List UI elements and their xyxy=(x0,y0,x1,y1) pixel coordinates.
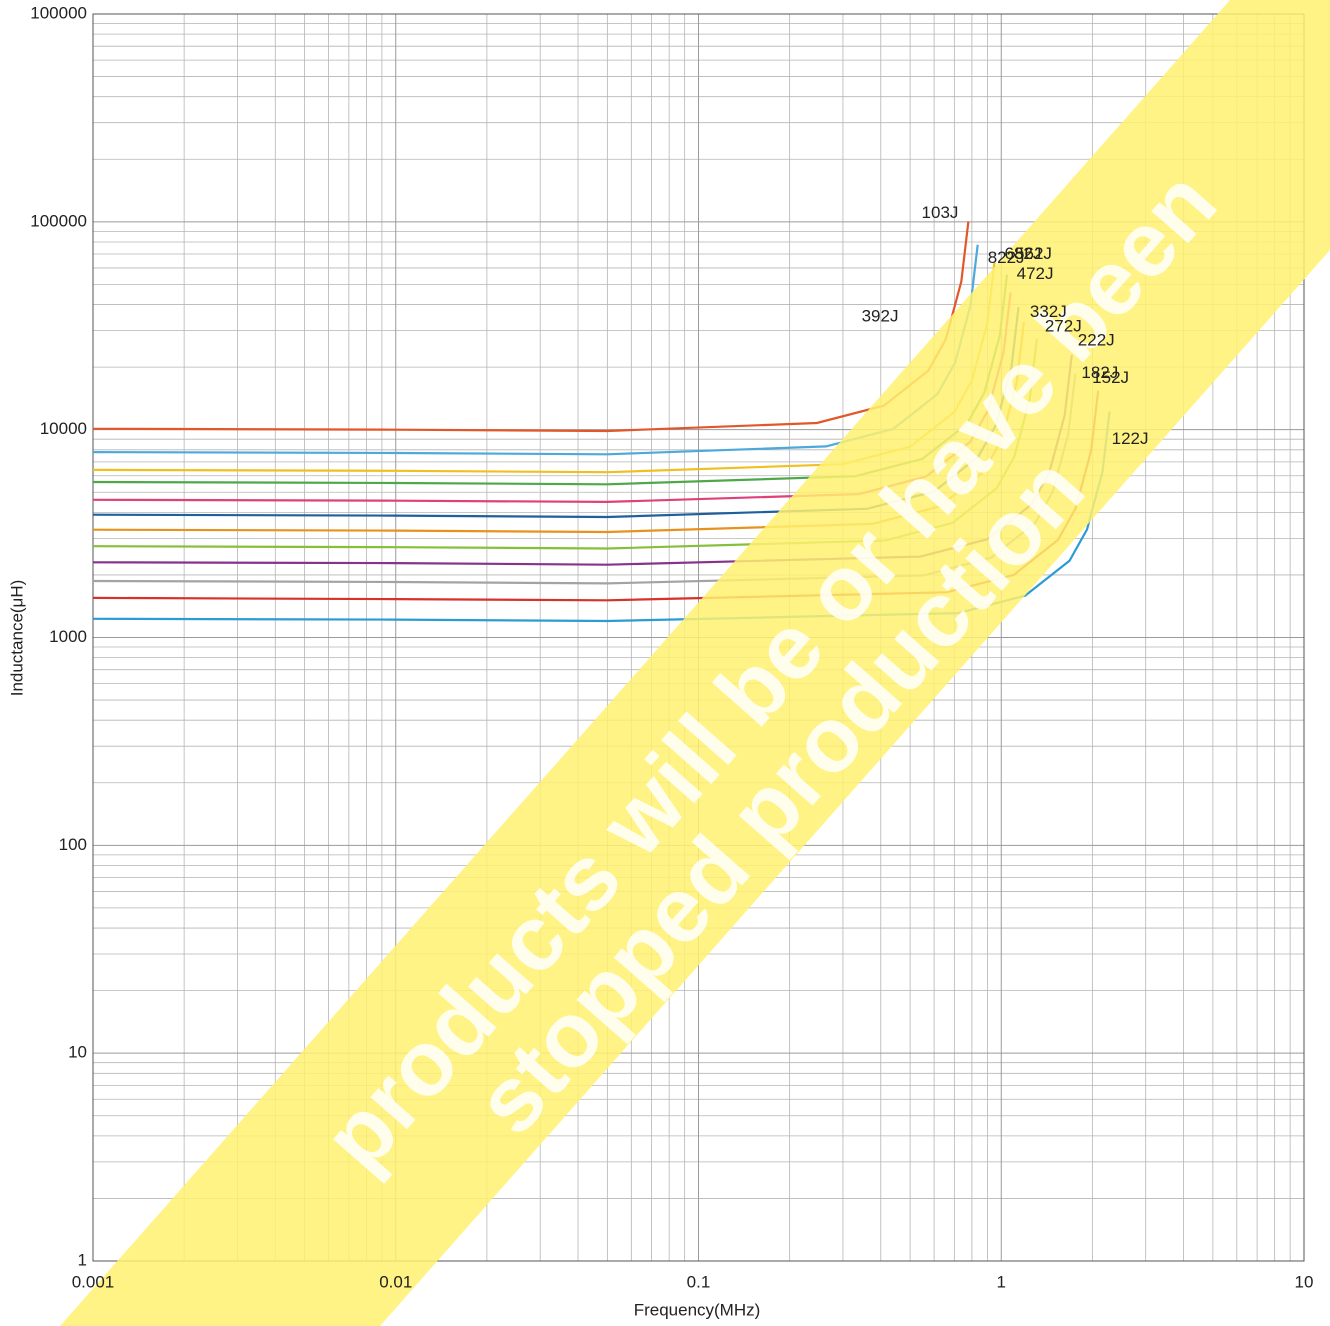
series-label: 103J xyxy=(922,203,959,222)
plot-frame xyxy=(92,13,1305,1262)
y-tick-label: 10 xyxy=(68,1043,87,1062)
series-line xyxy=(92,244,979,456)
series-label: 152J xyxy=(1092,368,1129,387)
y-tick-label: 100 xyxy=(59,835,87,854)
x-axis-label: Frequency(MHz) xyxy=(634,1300,761,1319)
x-tick-label: 0.001 xyxy=(72,1272,115,1291)
x-tick-label: 1 xyxy=(997,1272,1006,1291)
series-label: 562J xyxy=(1015,244,1052,263)
y-axis-label: Inductance(μH) xyxy=(7,580,26,697)
watermark-band xyxy=(60,0,1330,1326)
series-label: 822J xyxy=(988,248,1025,267)
y-tick-label: 10000 xyxy=(40,419,87,438)
y-tick-label: 100000 xyxy=(30,211,87,230)
series-line xyxy=(92,221,970,433)
y-tick-label: 1 xyxy=(78,1250,87,1269)
series-label: 222J xyxy=(1078,330,1115,349)
x-tick-label: 0.1 xyxy=(687,1272,711,1291)
y-tick-label: 100000 xyxy=(30,3,87,22)
series-label: 332J xyxy=(1030,302,1067,321)
series-label: 472J xyxy=(1017,264,1054,283)
series-label: 182J xyxy=(1081,363,1118,382)
series-label: 682J xyxy=(1005,244,1042,263)
series-label: 392J xyxy=(862,307,899,326)
series-label: 122J xyxy=(1112,429,1149,448)
watermark-text: products will be or have been xyxy=(304,152,1236,1190)
x-tick-label: 10 xyxy=(1295,1272,1314,1291)
series-label: 272J xyxy=(1045,316,1082,335)
x-tick-label: 0.01 xyxy=(379,1272,412,1291)
y-tick-label: 1000 xyxy=(49,627,87,646)
